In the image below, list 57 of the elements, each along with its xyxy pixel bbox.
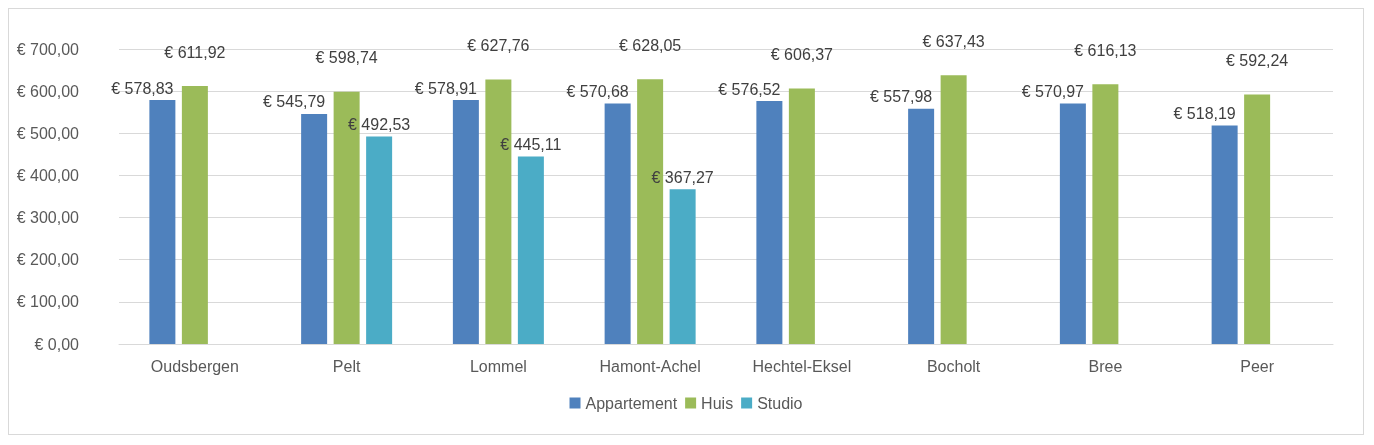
y-tick-label: € 200,00 <box>16 251 80 269</box>
legend-label: Appartement <box>585 394 678 412</box>
data-label: € 616,13 <box>1074 41 1137 59</box>
bar <box>333 91 360 344</box>
x-tick-label: Oudsbergen <box>150 357 239 375</box>
data-label: € 570,68 <box>566 83 629 100</box>
data-label: € 367,27 <box>651 168 714 186</box>
x-tick-label: Hamont-Achel <box>599 357 701 375</box>
x-tick-label: Bree <box>1088 357 1123 375</box>
bar <box>485 79 512 344</box>
bar <box>1092 84 1119 344</box>
x-tick-label: Bocholt <box>926 357 981 375</box>
data-label: € 578,91 <box>414 79 478 97</box>
data-label: € 570,97 <box>1021 82 1085 100</box>
x-tick-label: Pelt <box>332 357 361 375</box>
data-label: € 576,52 <box>718 80 781 98</box>
data-label: € 445,11 <box>500 135 562 153</box>
data-label: € 557,98 <box>869 88 933 106</box>
legend-label: Huis <box>701 394 734 412</box>
bar <box>604 103 631 344</box>
bar <box>1059 103 1086 344</box>
bar <box>669 189 696 344</box>
data-label: € 492,53 <box>347 115 411 133</box>
y-tick-label: € 300,00 <box>16 209 80 227</box>
data-label: € 578,83 <box>111 79 174 97</box>
bar <box>301 113 328 344</box>
data-label: € 545,79 <box>262 93 326 111</box>
y-tick-label: € 700,00 <box>16 40 80 58</box>
data-label: € 611,92 <box>164 43 226 61</box>
bar <box>940 75 967 344</box>
bar <box>637 79 664 344</box>
y-tick-label: € 0,00 <box>34 335 80 353</box>
data-label: € 592,24 <box>1225 51 1289 69</box>
bar <box>149 100 176 344</box>
bar <box>452 100 479 344</box>
y-tick-label: € 400,00 <box>16 166 80 184</box>
data-label: € 598,74 <box>315 49 378 67</box>
bar <box>517 156 544 344</box>
x-tick-label: Peer <box>1240 357 1275 375</box>
bar <box>756 101 783 344</box>
bar <box>908 108 935 344</box>
bar <box>1211 125 1238 344</box>
data-label: € 637,43 <box>922 32 985 50</box>
x-tick-label: Lommel <box>469 357 527 375</box>
y-tick-label: € 600,00 <box>16 82 80 100</box>
y-tick-label: € 500,00 <box>16 124 80 142</box>
bar <box>788 88 815 344</box>
legend-label: Studio <box>757 394 803 412</box>
data-label: € 606,37 <box>770 45 834 63</box>
data-label: € 627,76 <box>467 36 530 54</box>
bar <box>1244 94 1271 344</box>
bar <box>181 86 208 344</box>
data-label: € 518,19 <box>1173 105 1236 123</box>
bar <box>366 136 393 344</box>
y-tick-label: € 100,00 <box>16 293 80 311</box>
x-tick-label: Hechtel-Eksel <box>752 357 852 375</box>
data-label: € 628,05 <box>618 36 682 54</box>
